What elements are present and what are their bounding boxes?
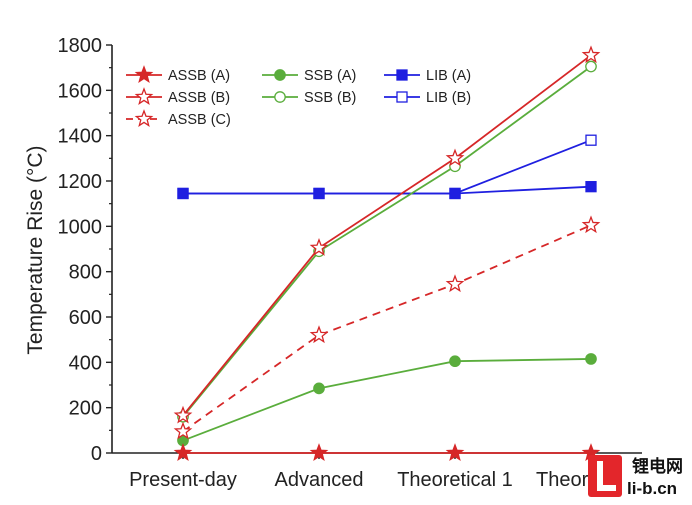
- series-line: [182, 54, 592, 417]
- data-point-marker: [134, 65, 154, 83]
- y-tick-label: 1400: [58, 126, 103, 148]
- data-point-marker: [396, 91, 408, 103]
- watermark-logo-glyph: [597, 461, 616, 491]
- data-point-marker: [309, 325, 329, 344]
- series: [173, 215, 601, 440]
- y-tick-label: 800: [69, 262, 102, 284]
- series-layer: [173, 45, 601, 461]
- legend-label: ASSB (A): [168, 68, 230, 84]
- data-point-marker: [449, 187, 461, 200]
- data-point-marker: [134, 87, 154, 105]
- y-tick-label: 1800: [58, 35, 103, 57]
- y-tick-label: 1200: [58, 171, 103, 193]
- legend: ASSB (A) ASSB (B) ASSB (C) SSB (A) SSB (B) LI…: [126, 65, 471, 128]
- legend-label: SSB (B): [304, 90, 356, 106]
- y-tick-label: 600: [69, 307, 102, 329]
- data-point-marker: [585, 181, 597, 193]
- watermark-title: 锂电网: [632, 456, 683, 476]
- y-axis-title: Temperature Rise (°C): [24, 145, 47, 354]
- series-line: [182, 224, 592, 433]
- legend-label: LIB (A): [426, 68, 471, 84]
- data-point-marker: [309, 238, 329, 256]
- data-point-marker: [274, 69, 286, 81]
- series: [177, 353, 597, 447]
- data-point-marker: [585, 353, 597, 365]
- series: [173, 45, 601, 424]
- series-line: [183, 185, 592, 195]
- data-point-marker: [445, 148, 465, 167]
- y-tick-label: 1600: [58, 80, 103, 102]
- legend-label: ASSB (B): [168, 90, 230, 106]
- data-point-marker: [585, 134, 597, 146]
- legend-entry: ASSB (A): [126, 65, 230, 84]
- data-point-marker: [445, 274, 465, 293]
- series-line: [183, 139, 592, 195]
- legend-label: SSB (A): [304, 68, 356, 84]
- legend-entry: ASSB (B): [126, 87, 230, 106]
- legend-entry: SSB (A): [262, 68, 356, 84]
- data-point-marker: [173, 405, 193, 424]
- y-tick-label: 0: [91, 443, 102, 465]
- series-line: [182, 65, 592, 418]
- series-line: [182, 358, 592, 442]
- data-point-marker: [177, 187, 189, 200]
- x-tick-label: Present-day: [129, 469, 237, 491]
- series: [177, 60, 597, 423]
- legend-entry: ASSB (C): [126, 109, 231, 128]
- data-point-marker: [445, 443, 465, 461]
- legend-entry: LIB (B): [384, 90, 471, 106]
- y-tick-label: 400: [69, 352, 102, 374]
- legend-entry: SSB (B): [262, 90, 356, 106]
- axes: 0 200 400 600 800 1000 1200 1400 1600 1800 Present…: [58, 35, 642, 491]
- data-point-marker: [313, 187, 325, 200]
- data-point-marker: [396, 69, 408, 81]
- x-tick-label: Advanced: [275, 469, 364, 491]
- watermark-site: li-b.cn: [627, 479, 677, 498]
- series: [177, 181, 597, 200]
- data-point-marker: [309, 443, 329, 461]
- watermark: 锂电网 li-b.cn: [588, 455, 683, 498]
- x-tick-label: Theore: [536, 469, 599, 491]
- data-point-marker: [581, 45, 601, 64]
- data-point-marker: [313, 382, 325, 395]
- y-tick-label: 200: [69, 398, 102, 420]
- data-point-marker: [173, 421, 193, 440]
- x-tick-label: Theoretical 1: [397, 469, 513, 491]
- data-point-marker: [449, 355, 461, 368]
- y-tick-label: 1000: [58, 216, 103, 238]
- data-point-marker: [173, 443, 193, 461]
- data-point-marker: [581, 215, 601, 234]
- series: [173, 443, 601, 461]
- data-point-marker: [274, 91, 286, 103]
- legend-label: LIB (B): [426, 90, 471, 106]
- data-point-marker: [134, 109, 154, 127]
- data-point-marker: [585, 60, 597, 73]
- legend-entry: LIB (A): [384, 68, 471, 84]
- legend-label: ASSB (C): [168, 112, 231, 128]
